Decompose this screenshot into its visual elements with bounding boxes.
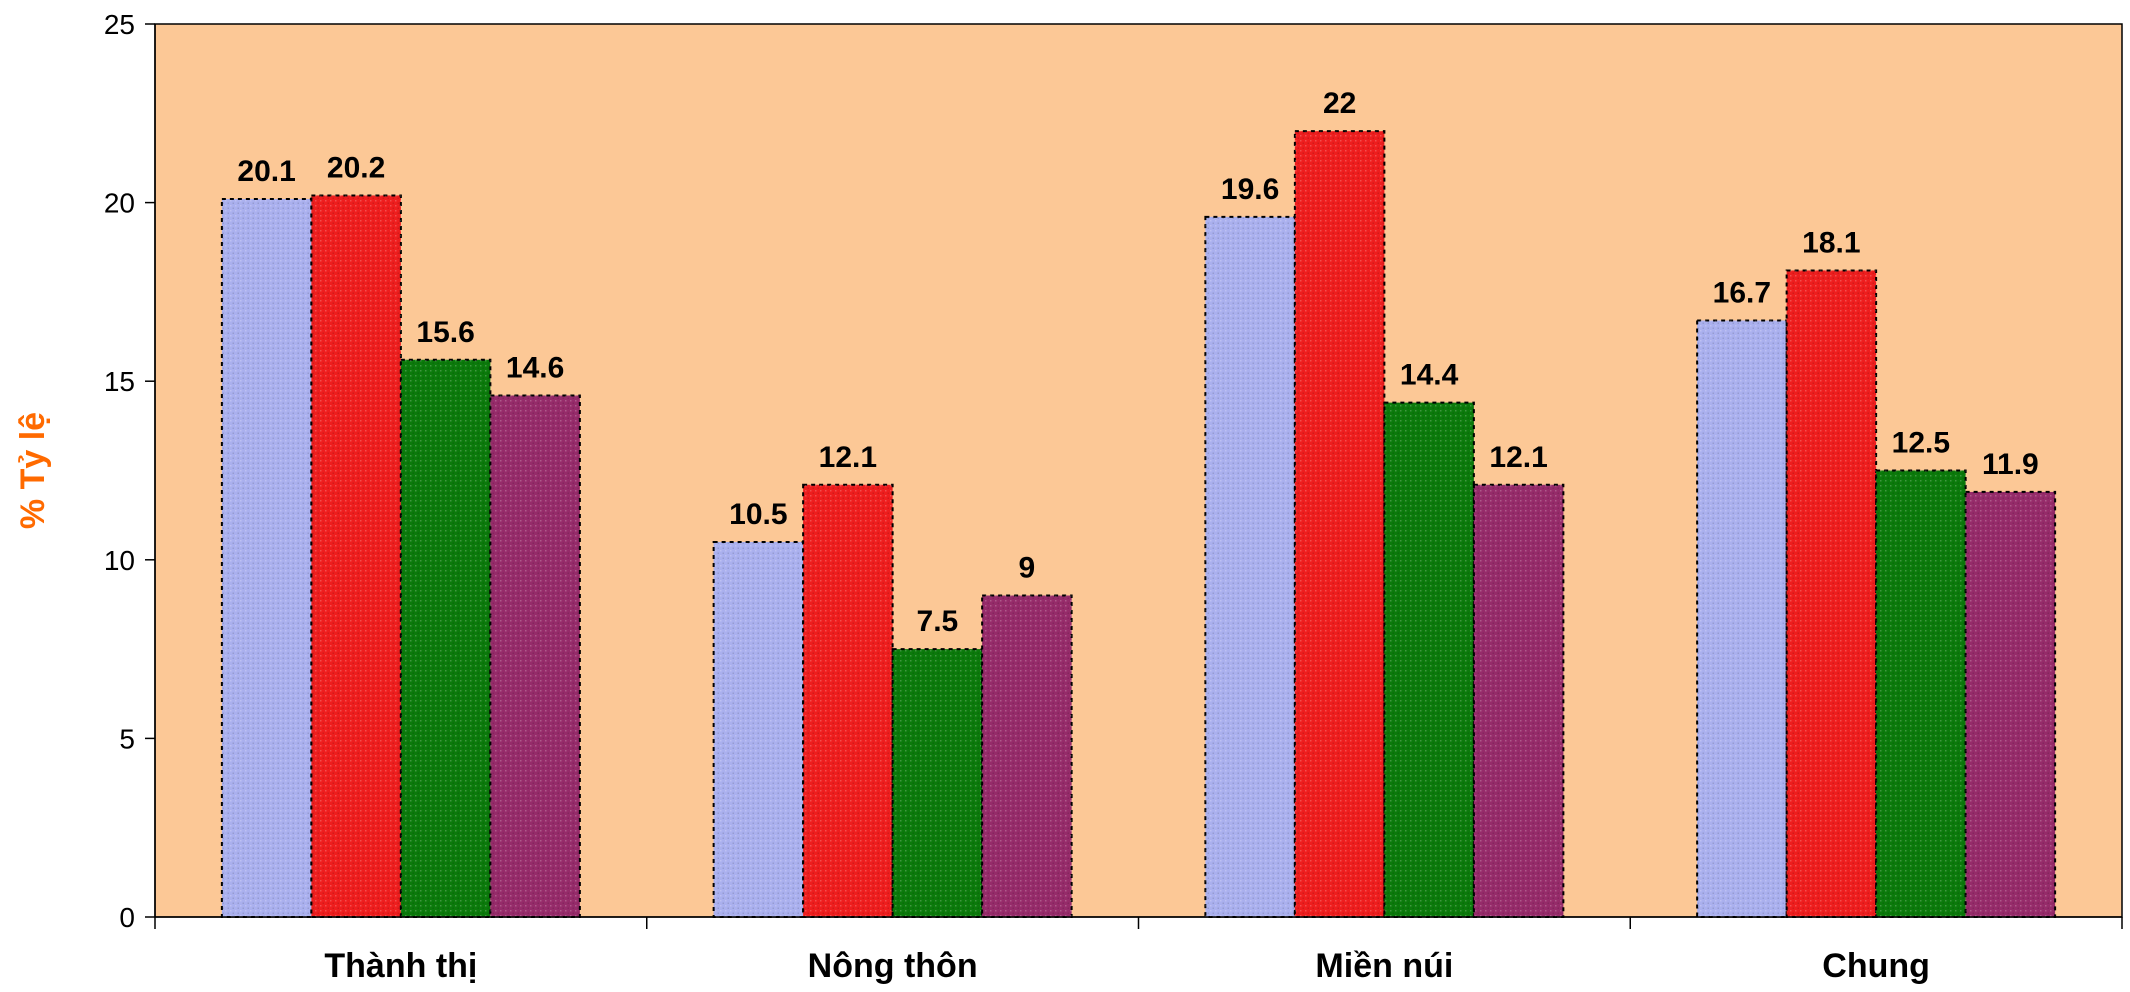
data-label: 19.6: [1221, 173, 1279, 206]
y-tick-label: 10: [104, 545, 135, 576]
x-category-label: Chung: [1822, 947, 1930, 985]
bar-texture: [400, 359, 491, 917]
x-category-label: Miền núi: [1315, 947, 1453, 985]
bar-texture: [490, 395, 580, 917]
bar-texture: [221, 199, 312, 917]
data-label: 20.2: [327, 151, 385, 184]
data-label: 9: [1019, 552, 1036, 585]
bar-texture: [1786, 270, 1877, 917]
y-tick-label: 25: [104, 9, 135, 40]
y-axis-title: % Tỷ lệ: [14, 412, 52, 529]
x-category-label: Thành thị: [324, 947, 477, 985]
bar-texture: [1473, 484, 1564, 917]
bar-texture: [1697, 320, 1787, 917]
x-axis: Thành thị Nông thôn Miền núi Chung: [154, 916, 2123, 985]
bar-texture: [713, 541, 804, 917]
data-label: 22: [1323, 87, 1356, 120]
data-label: 7.5: [917, 605, 959, 638]
data-label: 15.6: [416, 316, 474, 349]
bar-texture: [1205, 216, 1295, 917]
bar-texture: [311, 195, 401, 917]
data-label: 10.5: [729, 498, 787, 531]
data-label: 18.1: [1802, 226, 1860, 259]
data-label: 20.1: [237, 155, 295, 188]
y-axis: 0 5 10 15 20 25: [104, 9, 156, 933]
bars: 20.1 20.2 15.6 14.6 10.5 12.1 7.5 9 19.6 22 14.4 12…: [220, 87, 2057, 919]
bar-texture: [803, 484, 893, 917]
data-label: 14.6: [506, 351, 564, 384]
data-label: 14.4: [1400, 359, 1459, 392]
data-label: 16.7: [1713, 276, 1771, 309]
data-label: 12.1: [1489, 441, 1547, 474]
bar-texture: [1965, 491, 2056, 917]
x-category-label: Nông thôn: [808, 947, 978, 985]
data-label: 12.5: [1892, 427, 1950, 460]
y-tick-label: 0: [119, 902, 135, 933]
data-label: 12.1: [819, 441, 877, 474]
y-tick-label: 20: [104, 188, 135, 219]
y-tick-label: 15: [104, 366, 135, 397]
bar-texture: [1384, 402, 1474, 918]
data-label: 11.9: [1982, 448, 2039, 481]
bar-texture: [1294, 131, 1385, 917]
bar-texture: [1876, 470, 1966, 917]
bar-texture: [982, 595, 1072, 917]
y-tick-label: 5: [119, 723, 135, 754]
bar-texture: [892, 649, 983, 917]
